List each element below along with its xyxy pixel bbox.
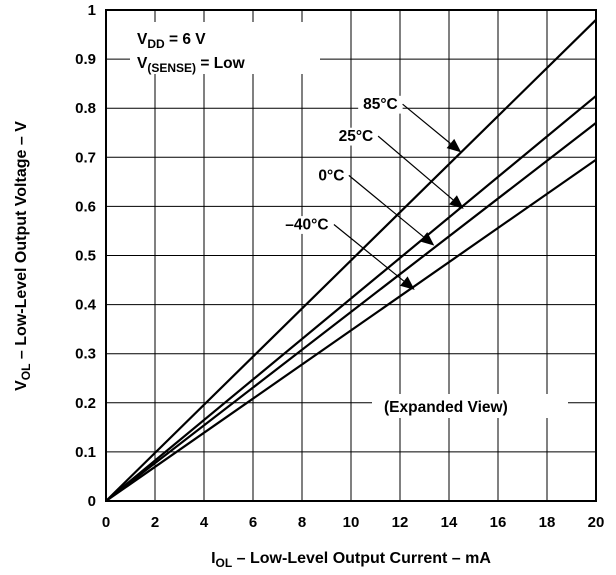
series-arrowhead — [446, 138, 462, 153]
series-leader-line — [333, 224, 405, 282]
series-line — [105, 19, 597, 502]
y-tick-label: 0 — [88, 493, 96, 510]
series-leader-line — [348, 174, 424, 238]
condition-sense: V(SENSE) = Low — [137, 55, 246, 75]
series-label: 25°C — [339, 128, 374, 145]
series-lines — [105, 19, 597, 502]
series-label-background — [358, 95, 403, 114]
series-line — [105, 158, 597, 502]
x-tick-label: 0 — [102, 514, 110, 531]
series-arrowhead — [419, 232, 435, 246]
series-arrowhead — [449, 195, 464, 209]
y-tick-label: 0.9 — [75, 51, 96, 68]
tick-labels: 0 2 4 6 8 10 12 14 16 18 20 0 0.1 0.2 0.3 0.4 0.5 0.6 0.7 0… — [75, 2, 604, 531]
series-label-background — [333, 127, 379, 146]
x-tick-label: 14 — [441, 514, 458, 531]
x-tick-label: 18 — [539, 514, 556, 531]
series-label-background — [279, 216, 334, 234]
series-labels: 85°C 25°C 0°C –40°C — [279, 95, 464, 290]
x-tick-label: 16 — [490, 514, 507, 531]
series-leader-line — [377, 135, 454, 201]
y-tick-label: 0.6 — [75, 198, 96, 215]
y-tick-label: 0.1 — [75, 444, 96, 461]
condition-vdd: VDD = 6 V — [137, 31, 206, 51]
x-tick-label: 20 — [588, 514, 605, 531]
y-tick-label: 0.5 — [75, 248, 96, 265]
series-label-background — [313, 166, 349, 185]
y-tick-label: 0.3 — [75, 346, 96, 363]
x-axis-title: IOL – Low-Level Output Current – mA — [211, 550, 491, 570]
series-label: –40°C — [285, 216, 328, 233]
series-line — [105, 95, 597, 502]
x-tick-label: 4 — [200, 514, 209, 531]
x-tick-label: 10 — [343, 514, 360, 531]
x-tick-label: 8 — [298, 514, 306, 531]
y-tick-label: 0.4 — [75, 297, 97, 314]
y-tick-label: 0.8 — [75, 100, 96, 117]
conditions-background — [130, 22, 320, 74]
x-tick-label: 2 — [151, 514, 159, 531]
view-note-background — [372, 394, 568, 418]
y-tick-label: 1 — [88, 2, 96, 19]
y-axis-title: VOL – Low-Level Output Voltage – V — [13, 121, 33, 391]
view-note: (Expanded View) — [384, 399, 508, 416]
x-tick-label: 12 — [392, 514, 409, 531]
series-arrowhead — [400, 276, 415, 290]
series-label: 85°C — [363, 96, 398, 113]
y-tick-label: 0.2 — [75, 395, 96, 412]
series-label: 0°C — [318, 167, 344, 184]
plot-frame — [105, 9, 597, 502]
series-leader-line — [402, 103, 451, 144]
series-line — [105, 122, 597, 502]
y-tick-label: 0.7 — [75, 149, 96, 166]
x-tick-label: 6 — [249, 514, 257, 531]
grid — [106, 10, 596, 501]
